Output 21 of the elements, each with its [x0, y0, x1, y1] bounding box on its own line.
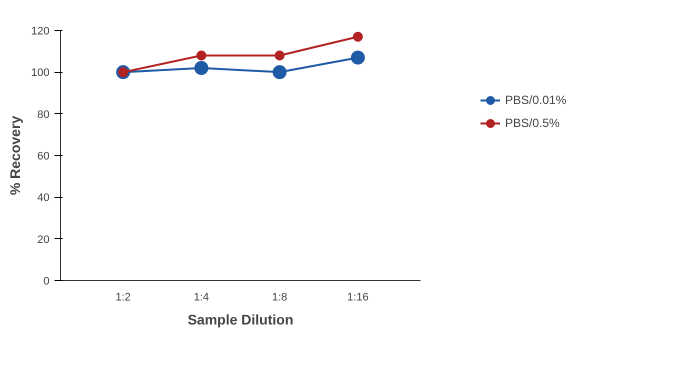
x-axis-title: Sample Dilution: [188, 312, 294, 328]
y-tick-label: 120: [31, 26, 50, 38]
y-tick-label: 0: [43, 276, 50, 288]
x-tick-label: 1:4: [194, 292, 210, 304]
point: [272, 65, 287, 80]
legend-label: PBS/0.5%: [505, 116, 560, 130]
point: [274, 50, 285, 60]
x-tick-label: 1:2: [115, 292, 131, 304]
y-tick-label: 20: [37, 234, 50, 246]
point: [350, 50, 365, 65]
y-tick-label: 40: [37, 192, 50, 204]
point: [352, 32, 363, 42]
y-tick-label: 80: [37, 108, 50, 121]
x-tick-label: 1:16: [347, 292, 369, 304]
point: [194, 61, 208, 75]
x-tick-label: 1:8: [272, 292, 288, 304]
y-tick-label: 60: [37, 150, 50, 162]
y-tick-label: 100: [31, 67, 50, 80]
legend-label: PBS/0.01%: [505, 93, 566, 107]
y-axis-title: % Recovery: [7, 116, 24, 196]
point: [196, 50, 206, 60]
